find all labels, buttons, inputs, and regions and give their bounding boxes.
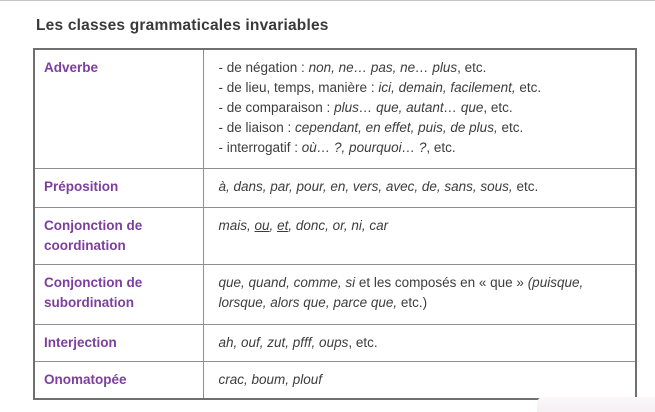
table-row-preposition: Préposition à, dans, par, pour, en, vers,…	[33, 167, 637, 208]
table-row-onomatopee: Onomatopée crac, boum, plouf	[33, 360, 637, 399]
grammar-table-body: Adverbe - de négation : non, ne… pas, ne……	[33, 48, 637, 399]
row-label: Préposition	[33, 167, 204, 208]
table-row-adverbe: Adverbe - de négation : non, ne… pas, ne……	[33, 48, 637, 169]
example-line: que, quand, comme, si et les composés en…	[218, 274, 584, 310]
page-title: Les classes grammaticales invariables	[36, 17, 329, 34]
row-label: Conjonction de coordination	[33, 206, 204, 265]
row-label: Interjection	[33, 323, 204, 362]
example-line: - de lieu, temps, manière : ici, demain,…	[218, 80, 542, 95]
row-examples: ah, ouf, zut, pfff, oups, etc.	[202, 323, 637, 362]
example-line: mais, ou, et, donc, or, ni, car	[218, 217, 389, 233]
row-examples: - de négation : non, ne… pas, ne… plus, …	[202, 48, 637, 169]
example-line: - de négation : non, ne… pas, ne… plus, …	[218, 60, 487, 75]
row-examples: à, dans, par, pour, en, vers, avec, de, …	[202, 167, 637, 208]
table-row-conj-subord: Conjonction de subordination que, quand, …	[33, 263, 637, 325]
grammar-table: Adverbe - de négation : non, ne… pas, ne……	[33, 48, 637, 400]
row-label: Onomatopée	[33, 360, 204, 399]
row-label: Conjonction de subordination	[33, 263, 204, 325]
example-line: crac, boum, plouf	[218, 371, 323, 387]
row-examples: que, quand, comme, si et les composés en…	[202, 263, 637, 325]
table-row-conj-coord: Conjonction de coordination mais, ou, et,…	[33, 206, 637, 265]
corner-overlay	[537, 397, 655, 412]
example-line: - interrogatif : où… ?, pourquoi… ?, etc…	[218, 140, 456, 155]
row-label: Adverbe	[33, 48, 204, 169]
row-examples: mais, ou, et, donc, or, ni, car	[202, 206, 637, 265]
row-examples: crac, boum, plouf	[202, 360, 637, 399]
top-divider	[0, 0, 655, 1]
example-line: à, dans, par, pour, en, vers, avec, de, …	[218, 178, 539, 194]
example-line: - de liaison : cependant, en effet, puis…	[218, 120, 524, 135]
example-line: - de comparaison : plus… que, autant… qu…	[218, 100, 513, 115]
example-line: ah, ouf, zut, pfff, oups, etc.	[218, 334, 378, 350]
table-row-interjection: Interjection ah, ouf, zut, pfff, oups, et…	[33, 323, 637, 362]
